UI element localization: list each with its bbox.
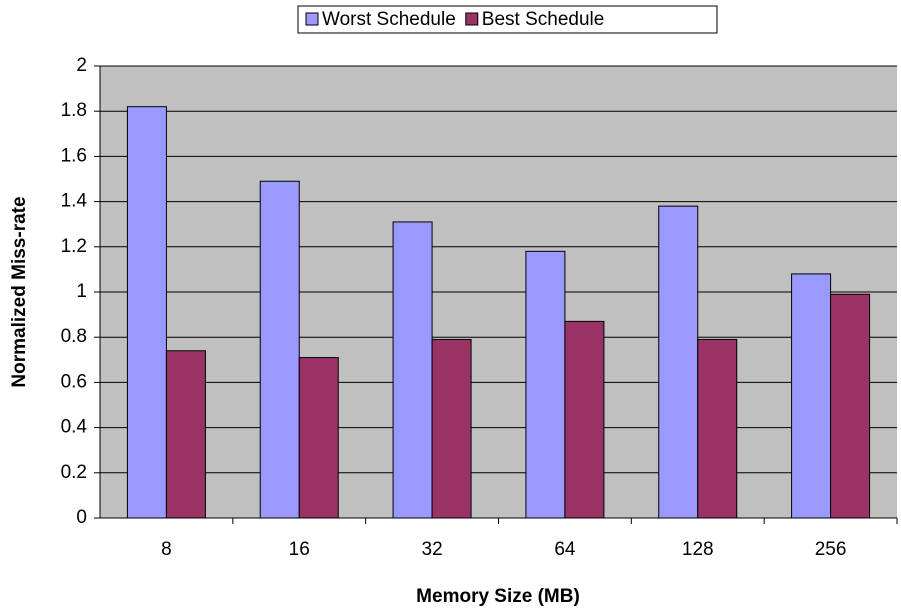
legend-label: Worst Schedule: [322, 9, 456, 30]
grid: [100, 65, 897, 519]
y-tick-label: 1.8: [61, 100, 87, 121]
legend-label: Best Schedule: [482, 9, 605, 30]
bar: [564, 320, 605, 519]
y-tick-label: 0.4: [61, 417, 88, 438]
y-tick-label: 1.4: [61, 191, 88, 212]
x-tick-label: 8: [161, 539, 172, 560]
bar: [697, 338, 738, 519]
x-tick-label: 32: [422, 539, 443, 560]
bar: [298, 357, 339, 519]
x-tick-label: 64: [554, 539, 576, 560]
x-tick-label: 128: [682, 539, 714, 560]
bar: [830, 293, 871, 519]
y-tick-label: 2: [76, 55, 87, 76]
y-tick-label: 1: [76, 281, 87, 302]
bar: [165, 350, 206, 519]
bar: [259, 180, 300, 519]
y-tick-label: 0.6: [61, 371, 87, 392]
y-axis-title: Normalized Miss-rate: [9, 196, 30, 387]
bars: [126, 106, 871, 519]
y-tick-label: 1.2: [61, 236, 87, 257]
legend-box: [297, 5, 718, 34]
bar: [658, 205, 699, 519]
y-tick-label: 0.8: [61, 326, 87, 347]
y-tick-label: 0: [76, 507, 87, 528]
bar: [392, 221, 433, 519]
legend-swatch: [465, 12, 479, 26]
y-tick-label: 1.6: [61, 145, 87, 166]
x-axis-title: Memory Size (MB): [416, 586, 580, 607]
bar: [431, 338, 472, 519]
legend-swatch: [305, 12, 319, 26]
bar: [791, 273, 832, 519]
x-tick-label: 16: [289, 539, 310, 560]
bar: [126, 106, 167, 519]
x-tick-label: 256: [815, 539, 847, 560]
bar: [525, 250, 566, 519]
y-tick-label: 0.2: [61, 462, 87, 483]
